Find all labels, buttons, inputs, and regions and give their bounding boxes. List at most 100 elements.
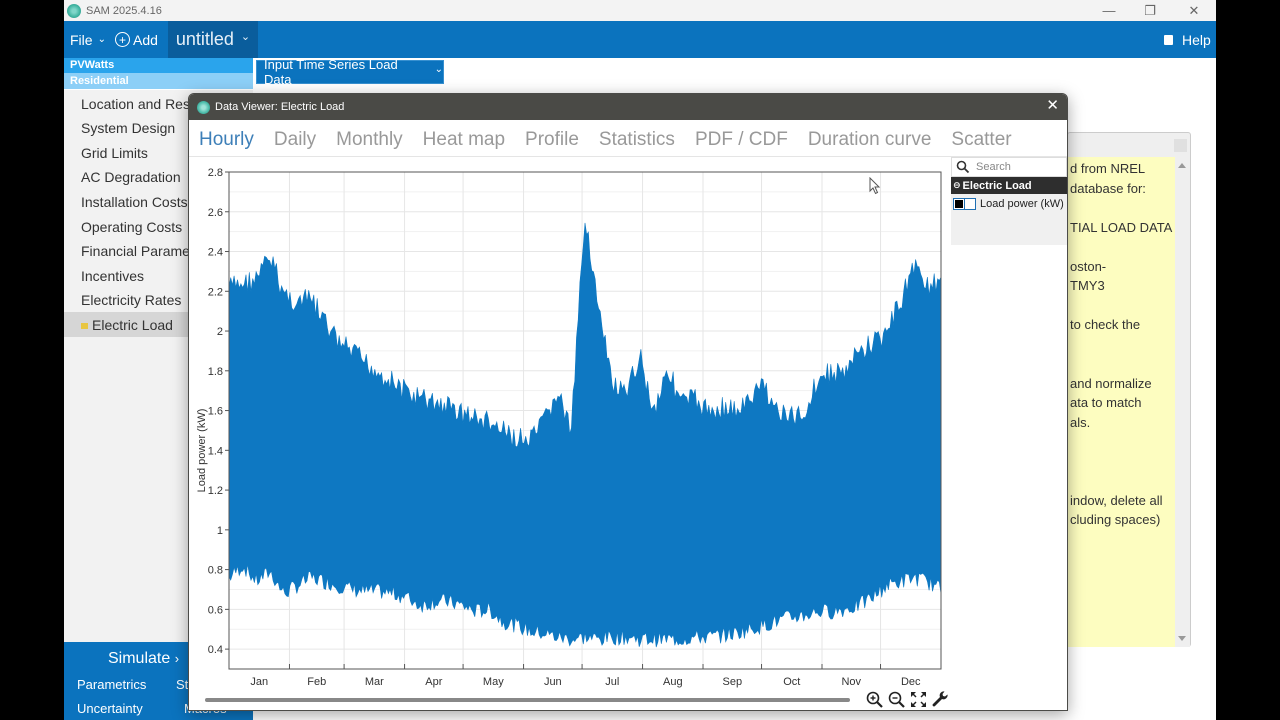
variable-item-load-power[interactable]: Load power (kW) — [953, 196, 1064, 212]
notes-text[interactable]: d from NREL database for: TIAL LOAD DATA … — [1068, 157, 1176, 647]
note-line: to check the — [1070, 317, 1141, 332]
tab-scatter[interactable]: Scatter — [951, 129, 1012, 150]
notes-close-icon[interactable] — [1174, 139, 1187, 152]
dialog-title-bar[interactable]: Data Viewer: Electric Load ✕ — [189, 94, 1067, 120]
svg-text:1: 1 — [217, 525, 223, 537]
sidebar-item-electricity-rates[interactable]: Electricity Rates — [81, 292, 182, 308]
checkbox-pair[interactable] — [953, 198, 976, 210]
zoom-out-button[interactable] — [887, 690, 906, 708]
sidebar-item-installation-costs[interactable]: Installation Costs — [81, 194, 188, 210]
svg-text:Feb: Feb — [307, 676, 326, 688]
data-viewer-dialog: Data Viewer: Electric Load ✕ Hourly Dail… — [188, 93, 1068, 711]
svg-text:2.2: 2.2 — [208, 286, 223, 298]
note-line: TMY3 — [1070, 278, 1105, 293]
svg-text:2.4: 2.4 — [208, 247, 223, 259]
note-line: ata to match — [1070, 395, 1142, 410]
tab-statistics[interactable]: Statistics — [598, 129, 675, 150]
zoom-in-icon — [866, 691, 883, 708]
note-line: TIAL LOAD DATA — [1070, 219, 1173, 235]
tab-daily[interactable]: Daily — [273, 129, 317, 150]
checkbox-left-checked[interactable] — [954, 199, 964, 209]
zoom-in-button[interactable] — [865, 690, 884, 708]
search-input[interactable]: Search — [951, 157, 1067, 177]
svg-text:2: 2 — [217, 326, 223, 338]
sidebar-item-electric-load[interactable]: Electric Load — [81, 313, 173, 337]
minimize-button[interactable]: — — [1102, 3, 1116, 18]
close-window-button[interactable]: ✕ — [1188, 2, 1200, 18]
dialog-title: Data Viewer: Electric Load — [215, 101, 345, 113]
svg-text:0.8: 0.8 — [208, 565, 223, 577]
maximize-button[interactable]: ❐ — [1144, 2, 1156, 18]
tab-duration-curve[interactable]: Duration curve — [807, 129, 932, 150]
svg-text:0.6: 0.6 — [208, 604, 223, 616]
case-tab[interactable]: untitled ⌄ — [168, 21, 258, 58]
settings-button[interactable] — [931, 690, 950, 708]
note-line — [1070, 198, 1176, 218]
window-title: SAM 2025.4.16 — [86, 4, 162, 17]
note-line: and normalize — [1070, 375, 1152, 391]
expand-icon — [911, 691, 926, 707]
search-placeholder: Search — [976, 161, 1011, 173]
svg-text:1.2: 1.2 — [208, 485, 223, 497]
wrench-icon — [932, 690, 948, 706]
file-menu-label: File — [70, 31, 93, 48]
close-icon[interactable]: ✕ — [1046, 97, 1059, 114]
sidebar-item-ac-degradation[interactable]: AC Degradation — [81, 169, 181, 185]
load-power-chart[interactable]: 0.4 0.6 0.8 1 1.2 1.4 1.6 1.8 2 2.2 2.4 2.6 2.8 Jan Fe… — [189, 157, 949, 702]
sidebar-item-system-design[interactable]: System Design — [81, 120, 176, 136]
help-label: Help — [1182, 31, 1211, 48]
note-line — [1070, 296, 1176, 316]
svg-text:0.4: 0.4 — [208, 644, 223, 656]
note-line — [1070, 335, 1176, 355]
sidebar-item-incentives[interactable]: Incentives — [81, 268, 145, 284]
chart-horizontal-scrollbar[interactable] — [205, 698, 850, 702]
scroll-down-icon[interactable] — [1178, 636, 1186, 641]
tab-profile[interactable]: Profile — [525, 129, 579, 150]
note-line: d from NREL — [1070, 161, 1146, 176]
viewer-tabs: Hourly Daily Monthly Heat map Profile St… — [199, 127, 1032, 153]
fit-view-button[interactable] — [909, 690, 928, 708]
checkbox-right[interactable] — [965, 199, 975, 209]
financial-model-label[interactable]: Residential — [64, 73, 253, 89]
note-line — [1070, 432, 1176, 452]
title-bar: SAM 2025.4.16 — ❐ ✕ — [64, 0, 1216, 21]
svg-text:Dec: Dec — [901, 676, 921, 688]
tab-monthly[interactable]: Monthly — [336, 129, 403, 150]
tab-heat-map[interactable]: Heat map — [422, 129, 506, 150]
simulate-button[interactable]: Simulate › — [108, 650, 179, 668]
variable-label: Load power (kW) — [980, 198, 1064, 210]
svg-text:Apr: Apr — [425, 676, 442, 688]
sam-logo-icon — [67, 3, 81, 18]
page-dropdown[interactable]: Input Time Series Load Data ⌄ — [256, 57, 444, 87]
hourly-chart[interactable]: 0.4 0.6 0.8 1 1.2 1.4 1.6 1.8 2 2.2 2.4 2.6 2.8 Jan Fe… — [189, 157, 949, 702]
note-line: cluding spaces) — [1070, 512, 1161, 527]
variable-selector: Search ⊖ Electric Load Load power (kW) — [951, 157, 1067, 245]
sidebar-item-financial-parameters[interactable]: Financial Parameters — [81, 243, 214, 259]
sam-app-window: SAM 2025.4.16 — ❐ ✕ File ⌄ + Add untitle… — [64, 0, 1216, 720]
sam-logo-icon — [197, 100, 210, 114]
sidebar-item-grid-limits[interactable]: Grid Limits — [81, 145, 148, 161]
svg-text:Nov: Nov — [841, 676, 861, 688]
svg-text:Aug: Aug — [663, 676, 683, 688]
zoom-out-icon — [888, 691, 905, 708]
file-menu[interactable]: File ⌄ — [70, 21, 106, 58]
parametrics-button[interactable]: Parametrics — [77, 677, 147, 692]
technology-label[interactable]: PVWatts — [64, 58, 253, 73]
uncertainty-button[interactable]: Uncertainty — [77, 701, 143, 716]
simulate-label: Simulate — [108, 650, 171, 667]
note-line: database for: — [1070, 180, 1146, 196]
notes-scrollbar[interactable] — [1175, 157, 1190, 647]
chevron-down-icon: ⌄ — [434, 64, 443, 75]
note-line — [1070, 237, 1176, 257]
add-button[interactable]: + Add — [115, 21, 158, 58]
variable-group-header[interactable]: ⊖ Electric Load — [951, 177, 1067, 194]
svg-text:Sep: Sep — [722, 676, 742, 688]
scroll-up-icon[interactable] — [1178, 163, 1186, 168]
help-button[interactable]: Help — [1164, 21, 1211, 58]
help-book-icon — [1164, 34, 1173, 45]
group-label: Electric Load — [962, 179, 1032, 192]
collapse-icon: ⊖ — [953, 180, 961, 190]
tab-hourly[interactable]: Hourly — [199, 129, 254, 150]
sidebar-item-operating-costs[interactable]: Operating Costs — [81, 219, 183, 235]
tab-pdf-cdf[interactable]: PDF / CDF — [694, 129, 788, 150]
